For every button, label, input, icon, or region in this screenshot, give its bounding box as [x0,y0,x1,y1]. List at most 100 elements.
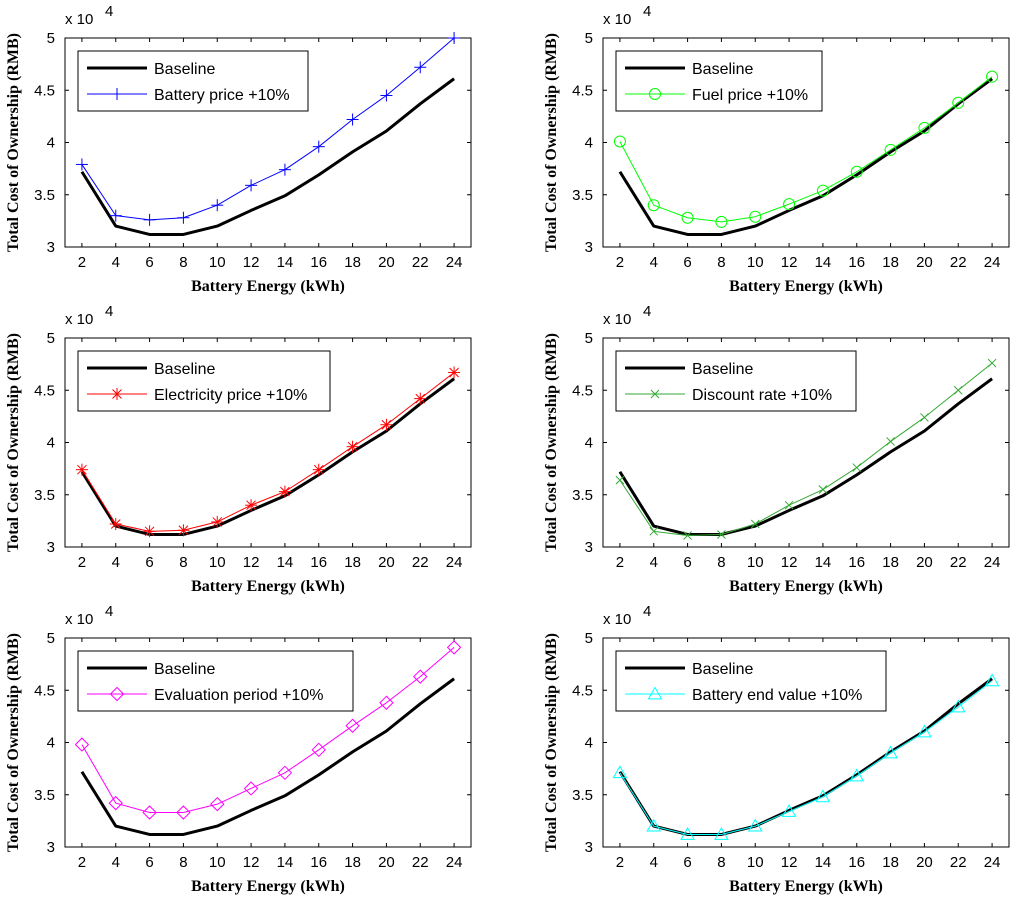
x-tick-label: 20 [378,854,395,871]
legend-label-baseline: Baseline [692,661,753,678]
data-point [346,440,359,453]
data-point [109,209,122,222]
x-tick-label: 10 [747,854,764,871]
series-baseline [80,377,455,536]
data-point [886,437,895,446]
x-tick-label: 2 [78,554,86,571]
data-point [210,796,225,812]
y-tick-label: 4.5 [572,382,593,399]
data-point [446,640,462,655]
series-baseline [618,377,993,536]
x-tick-label: 2 [78,854,86,871]
x-tick-label: 4 [112,854,120,871]
data-point [818,485,828,494]
data-point [681,211,694,224]
data-point [749,210,762,223]
y-exponent-label: x 10 [603,311,631,328]
legend-marker [109,686,125,702]
y-tick-label: 3.5 [572,187,593,204]
x-tick-label: 14 [277,854,294,871]
x-tick-label: 14 [277,554,294,571]
legend-label-sensitivity: Fuel price +10% [692,87,808,104]
x-tick-label: 18 [344,854,361,871]
data-point [211,199,224,212]
y-tick-label: 4 [47,435,55,452]
x-tick-label: 10 [747,554,764,571]
data-point [345,718,360,733]
legend-label-sensitivity: Evaluation period +10% [154,687,323,704]
y-axis-label: Total Cost of Ownership (RMB) [5,33,22,252]
y-tick-label: 3.5 [34,487,55,504]
data-point [953,385,963,395]
baseline-line [618,377,993,536]
data-point [75,463,88,476]
series-sensitivity [613,70,999,228]
y-tick-label: 4 [585,735,593,752]
x-tick-label: 4 [112,254,120,271]
x-tick-label: 4 [650,254,658,271]
data-point [683,531,692,540]
data-point [142,805,157,820]
baseline-line [80,377,455,536]
x-axis-label: Battery Energy (kWh) [729,278,883,295]
data-point [987,358,997,368]
legend-box [615,50,823,112]
x-tick-label: 16 [848,254,865,271]
x-tick-label: 6 [683,554,691,571]
data-point [311,742,326,758]
legend-box [77,650,354,712]
y-tick-label: 3 [585,539,593,556]
x-tick-label: 24 [446,554,463,571]
data-point [849,768,865,782]
data-point [850,165,863,178]
data-point [918,121,931,134]
y-tick-label: 5 [47,30,55,47]
legend: Baseline Evaluation period +10% [77,650,354,712]
data-point [613,135,626,148]
y-tick-label: 4.5 [572,682,593,699]
legend-label-sensitivity: Battery price +10% [154,87,290,104]
y-tick-label: 5 [585,30,593,47]
x-tick-label: 8 [179,554,187,571]
data-point [920,413,929,422]
legend-box [615,650,887,712]
legend-box [77,50,309,112]
x-tick-label: 6 [145,854,153,871]
x-tick-label: 12 [243,854,260,871]
x-axis-label: Battery Energy (kWh) [729,578,883,595]
x-tick-label: 20 [916,254,933,271]
x-tick-label: 2 [616,554,624,571]
x-tick-label: 16 [310,254,327,271]
y-tick-label: 4.5 [34,682,55,699]
y-tick-label: 3 [585,839,593,856]
data-point [952,96,965,109]
x-axis-label: Battery Energy (kWh) [191,578,345,595]
data-point [717,530,726,539]
data-point [108,795,123,811]
series-sensitivity [75,366,461,538]
data-point [781,803,797,817]
data-point [917,724,932,738]
x-tick-label: 6 [145,254,153,271]
x-tick-label: 14 [815,554,832,571]
x-tick-label: 24 [984,554,1001,571]
data-point [986,70,999,83]
data-point [647,199,660,212]
y-tick-label: 4 [47,735,55,752]
legend-marker [111,388,123,400]
x-tick-label: 18 [882,554,899,571]
x-tick-label: 22 [950,854,967,871]
x-tick-label: 24 [984,254,1001,271]
legend: Baseline Battery end value +10% [615,650,887,712]
sensitivity-line [619,76,993,223]
data-point [277,765,293,781]
data-point [278,163,291,176]
x-tick-label: 16 [310,854,327,871]
legend-marker [111,88,123,100]
data-point [615,475,625,485]
x-tick-label: 4 [650,854,658,871]
data-point [143,213,156,226]
